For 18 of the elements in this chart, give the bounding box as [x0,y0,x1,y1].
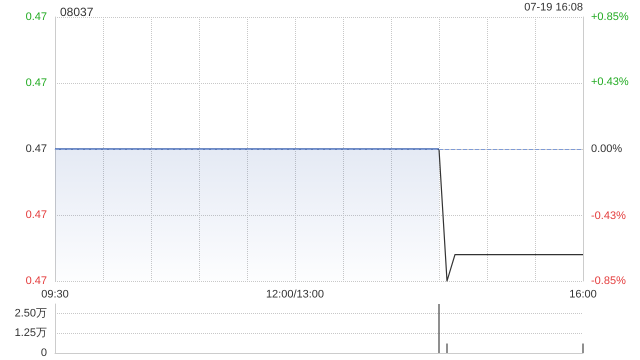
y-tick-label: 0.47 [26,77,47,89]
y-tick-label: 0.47 [26,143,47,155]
x-tick-label: 09:30 [41,288,69,300]
chart-title: 08037 [60,5,94,19]
text: 07-19 16:08 [524,2,583,14]
y-tick-label: 0.47 [26,11,47,23]
y-tick-label: 0.47 [26,275,47,287]
y2-tick-label: +0.43% [591,76,629,88]
y-tick-label: 1.25万 [14,327,47,340]
y2-tick-label: +0.85% [591,11,629,23]
y-tick-label: 0.47 [26,209,47,221]
y2-tick-label: -0.85% [591,275,626,287]
x-tick-label: 16:00 [569,288,597,300]
y2-tick-label: -0.43% [591,210,626,222]
y-tick-label: 2.50万 [14,307,47,320]
y-tick-label: 0 [40,347,47,359]
x-tick-label: 12:00/13:00 [266,288,324,300]
y2-tick-label: 0.00% [591,143,622,155]
